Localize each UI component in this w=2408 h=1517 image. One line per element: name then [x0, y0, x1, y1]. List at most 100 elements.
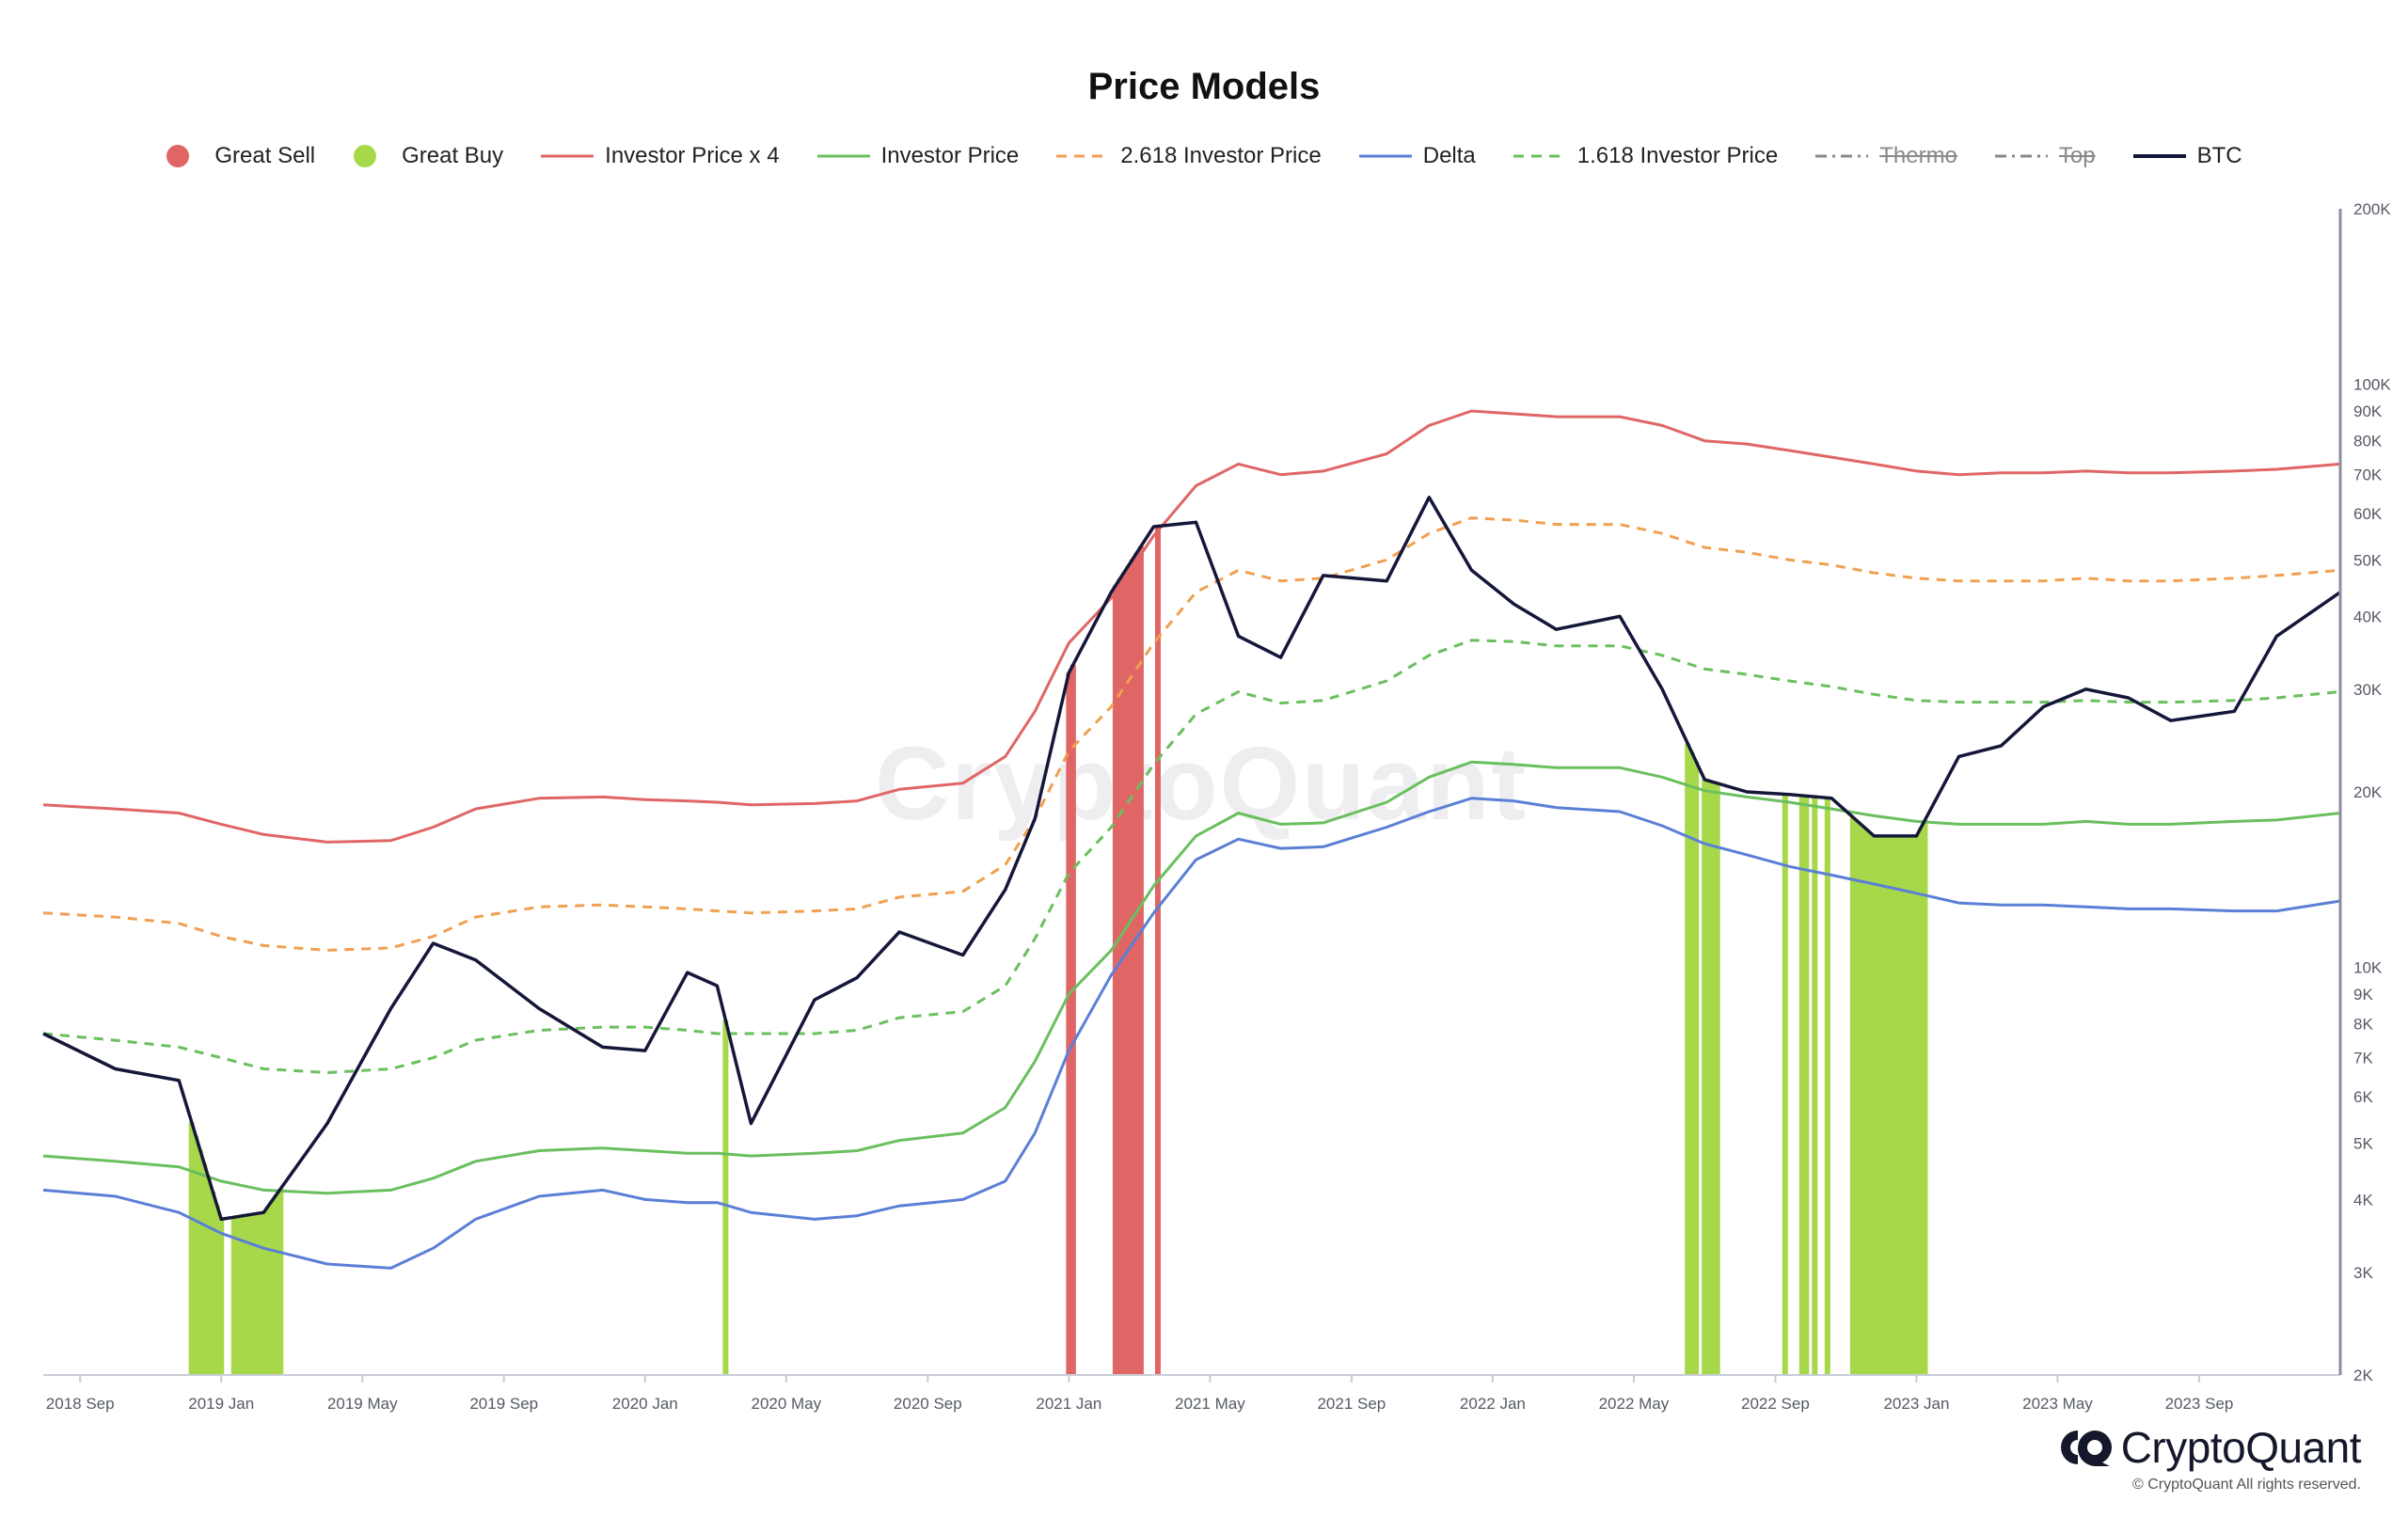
- x-tick-label: 2021 May: [1175, 1395, 1245, 1413]
- great-buy-bar: [1917, 828, 1924, 1375]
- legend-item-great-sell[interactable]: Great Sell: [166, 143, 315, 169]
- axes: 2018 Sep 2019 Jan 2019 May 2019 Sep 2020 Jan…: [43, 200, 2391, 1413]
- great-buy-bar: [1710, 782, 1717, 1375]
- great-buy-bar: [230, 1217, 237, 1375]
- series-line-investor-price-x-4: [42, 409, 2341, 844]
- series-line-btc: [42, 496, 2341, 1222]
- great-buy-bar: [1871, 835, 1877, 1375]
- great-buy-bar: [264, 1206, 271, 1375]
- great-buy-bar: [722, 1019, 729, 1375]
- legend: Great Sell Great Buy Investor Price x 4 Inv…: [0, 143, 2408, 169]
- y-tick-label: 4K: [2353, 1191, 2373, 1209]
- great-buy-bar: [1905, 835, 1911, 1375]
- great-buy-bar: [269, 1200, 276, 1375]
- great-buy-bar: [218, 1219, 225, 1375]
- x-tick-label: 2019 Jan: [188, 1395, 254, 1413]
- great-buy-bar: [1866, 831, 1873, 1375]
- legend-item-investor-price-x-4[interactable]: Investor Price x 4: [541, 143, 780, 169]
- great-sell-bar: [1129, 559, 1135, 1375]
- legend-swatch-icon: [1994, 154, 2048, 158]
- great-sell-bar: [1120, 572, 1127, 1375]
- legend-item-delta[interactable]: Delta: [1358, 143, 1476, 169]
- great-sell-bar: [1066, 672, 1072, 1375]
- great-buy-bar: [1798, 795, 1805, 1375]
- y-tick-label: 10K: [2353, 959, 2383, 977]
- y-tick-label: 80K: [2353, 433, 2383, 450]
- great-buy-bar: [193, 1135, 199, 1375]
- series-lines: [42, 409, 2341, 1270]
- x-tick-label: 2022 May: [1599, 1395, 1670, 1413]
- legend-label: Investor Price x 4: [605, 143, 780, 168]
- great-buy-bar: [1854, 820, 1861, 1375]
- great-buy-bar: [239, 1215, 246, 1375]
- y-tick-label: 9K: [2353, 986, 2373, 1003]
- x-tick-label: 2018 Sep: [46, 1395, 115, 1413]
- legend-item-thermo[interactable]: Thermo: [1815, 143, 1957, 169]
- series-line-2-618-investor-price: [42, 516, 2341, 952]
- legend-swatch-icon: [1056, 154, 1110, 158]
- chart-title: Price Models: [1087, 66, 1321, 107]
- great-buy-bar: [273, 1194, 279, 1375]
- legend-label: Great Buy: [402, 143, 504, 168]
- legend-swatch-icon: [354, 145, 377, 167]
- y-tick-label: 200K: [2353, 200, 2391, 218]
- legend-swatch-icon: [1815, 154, 1869, 158]
- x-tick-label: 2023 Sep: [2165, 1395, 2234, 1413]
- legend-item-btc[interactable]: BTC: [2132, 143, 2242, 169]
- series-line-delta: [42, 797, 2341, 1270]
- legend-label: BTC: [2196, 143, 2242, 168]
- legend-swatch-icon: [1358, 154, 1412, 158]
- legend-swatch-icon: [2132, 154, 2186, 158]
- great-buy-bar: [1892, 835, 1898, 1375]
- y-tick-label: 5K: [2353, 1134, 2373, 1152]
- legend-label: Investor Price: [880, 143, 1020, 168]
- great-buy-bar: [1824, 798, 1830, 1375]
- legend-label: Thermo: [1879, 143, 1957, 168]
- great-sell-bar: [1069, 664, 1076, 1375]
- great-buy-bar: [1858, 824, 1864, 1375]
- brand: CryptoQuant: [2059, 1422, 2362, 1473]
- y-tick-label: 20K: [2353, 783, 2383, 801]
- great-buy-bar: [1896, 835, 1903, 1375]
- x-tick-label: 2023 Jan: [1883, 1395, 1949, 1413]
- y-tick-label: 3K: [2353, 1264, 2373, 1282]
- y-tick-label: 30K: [2353, 681, 2383, 699]
- great-sell-bar: [1117, 578, 1123, 1375]
- y-tick-label: 2K: [2353, 1367, 2373, 1384]
- y-tick-label: 90K: [2353, 403, 2383, 420]
- great-buy-bar: [1688, 752, 1695, 1375]
- y-tick-label: 40K: [2353, 608, 2383, 625]
- great-buy-bar: [1909, 835, 1915, 1375]
- x-tick-label: 2022 Sep: [1741, 1395, 1810, 1413]
- legend-item-investor-price[interactable]: Investor Price: [816, 143, 1020, 169]
- legend-item-great-buy[interactable]: Great Buy: [353, 143, 503, 169]
- y-tick-label: 8K: [2353, 1016, 2373, 1034]
- brand-name: CryptoQuant: [2120, 1423, 2362, 1472]
- legend-item-2-618-investor-price[interactable]: 2.618 Investor Price: [1056, 143, 1322, 169]
- x-tick-label: 2021 Jan: [1036, 1395, 1101, 1413]
- great-buy-bar: [1879, 835, 1886, 1375]
- great-buy-bar: [1705, 781, 1712, 1375]
- legend-label: 2.618 Investor Price: [1120, 143, 1322, 168]
- y-tick-label: 100K: [2353, 376, 2391, 394]
- legend-item-top[interactable]: Top: [1994, 143, 2096, 169]
- y-tick-label: 60K: [2353, 505, 2383, 523]
- great-buy-bar: [1862, 828, 1869, 1375]
- great-buy-bar: [235, 1216, 242, 1375]
- great-buy-bar: [1849, 816, 1856, 1375]
- great-buy-bar: [256, 1212, 262, 1375]
- legend-swatch-icon: [166, 145, 190, 167]
- legend-label: 1.618 Investor Price: [1576, 143, 1779, 168]
- great-buy-bar: [1812, 797, 1818, 1375]
- x-tick-label: 2020 May: [751, 1395, 821, 1413]
- legend-item-1-618-investor-price[interactable]: 1.618 Investor Price: [1513, 143, 1778, 169]
- great-buy-bar: [205, 1177, 212, 1375]
- x-tick-label: 2023 May: [2022, 1395, 2093, 1413]
- great-buy-bar: [1702, 779, 1708, 1375]
- signal-bars: [188, 526, 1928, 1375]
- y-tick-label: 6K: [2353, 1088, 2373, 1106]
- great-buy-bar: [1888, 835, 1894, 1375]
- x-tick-label: 2019 May: [327, 1395, 398, 1413]
- great-buy-bar: [197, 1149, 203, 1375]
- great-buy-bar: [1875, 835, 1881, 1375]
